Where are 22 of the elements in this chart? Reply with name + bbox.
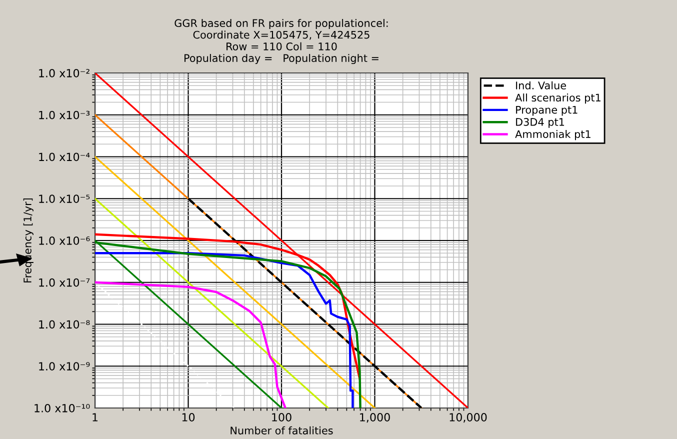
legend-label: Ind. Value [516, 81, 566, 90]
chart-title: GGR based on FR pairs for populationcel: Coordinate X=105475, Y=424525 Row = 110 Col = 110 Population day = Population night = [174, 18, 388, 64]
y-tick-label: 1.0 x10⁻¹⁰ [34, 404, 90, 412]
x-tick-label: 10 [182, 413, 195, 422]
y-tick-label: 1.0 x10⁻⁵ [39, 194, 90, 204]
y-tick-label: 1.0 x10⁻⁸ [39, 320, 90, 329]
legend-label: Propane pt1 [516, 106, 578, 116]
legend-label: Ammoniak pt1 [515, 130, 590, 140]
x-tick-label: 1 [92, 413, 98, 422]
y-tick-label: 1.0 x10⁻⁹ [39, 362, 90, 371]
x-tick-label: 10,000 [450, 413, 487, 423]
y-axis-title: Frequency [1/yr] [23, 198, 34, 282]
y-tick-label: 1.0 x10⁻² [39, 68, 90, 78]
x-axis-title: Number of fatalities [230, 426, 333, 434]
y-tick-label: 1.0 x10⁻³ [39, 110, 90, 120]
legend-label: All scenarios pt1 [515, 94, 600, 104]
y-tick-label: 1.0 x10⁻⁷ [39, 278, 90, 287]
legend-label: D3D4 pt1 [516, 118, 564, 128]
x-tick-label: 100 [272, 413, 292, 422]
x-tick-label: 1,000 [360, 413, 390, 423]
y-tick-label: 1.0 x10⁻⁴ [39, 152, 90, 162]
y-tick-label: 1.0 x10⁻⁶ [39, 236, 90, 245]
